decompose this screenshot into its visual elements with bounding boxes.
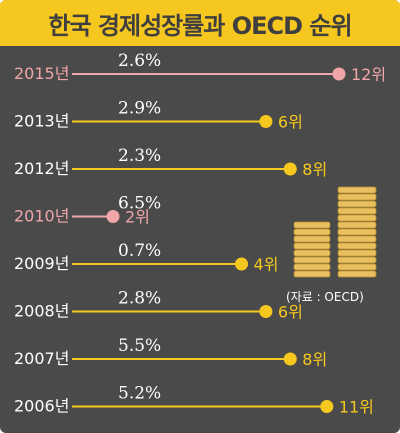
coin-icon — [337, 200, 377, 208]
coin-icon — [337, 186, 377, 194]
value-label: 2.8% — [118, 289, 161, 309]
value-label: 0.7% — [118, 241, 161, 261]
rank-dot — [283, 162, 297, 176]
rank-label: 6위 — [278, 113, 303, 132]
coin-icon — [293, 235, 331, 243]
coin-icon — [293, 228, 331, 236]
value-label: 2.6% — [118, 51, 161, 71]
coin-icon — [337, 256, 377, 264]
chart-row: 2007년 5.5% 8위 — [14, 336, 327, 369]
chart-row: 2013년 2.9% 6위 — [14, 99, 303, 132]
year-label: 2013년 — [14, 112, 69, 131]
coin-icon — [293, 221, 331, 229]
coin-icon — [337, 270, 377, 278]
rank-dot — [332, 67, 346, 81]
rank-label: 8위 — [302, 350, 327, 369]
year-label: 2012년 — [14, 159, 69, 178]
rank-dot — [320, 400, 334, 413]
coin-icon — [293, 249, 331, 257]
year-label: 2006년 — [14, 397, 69, 416]
rank-label: 6위 — [278, 303, 303, 322]
rank-dot — [283, 352, 297, 366]
coin-icon — [337, 242, 377, 250]
chart-row: 2015년 2.6% 12위 — [14, 51, 386, 84]
rank-label: 8위 — [302, 160, 327, 179]
rank-dot — [235, 257, 249, 271]
coin-icon — [337, 249, 377, 257]
chart-header: 한국 경제성장률과 OECD 순위 — [0, 0, 400, 46]
rank-label: 12위 — [351, 65, 386, 84]
coin-icon — [337, 214, 377, 222]
value-label: 2.3% — [118, 146, 161, 166]
coin-icon — [293, 263, 331, 271]
coin-icon — [337, 207, 377, 215]
coin-stack-icon — [293, 186, 377, 278]
rank-label: 2위 — [125, 208, 150, 227]
chart-row: 2008년 2.8% 6위 — [14, 289, 303, 322]
chart-row: 2009년 0.7% 4위 — [14, 241, 278, 274]
chart-row: 2006년 5.2% 11위 — [14, 384, 374, 417]
year-label: 2009년 — [14, 254, 69, 273]
chart-rows: 2015년 2.6% 12위 2013년 2.9% 6위 2012년 2.3% 8위 2010년 6… — [14, 51, 386, 417]
source-note: (자료 : OECD) — [286, 290, 364, 304]
chart-row: 2010년 6.5%2위 — [14, 194, 161, 227]
rank-label: 11위 — [339, 398, 374, 417]
coin-icon — [337, 235, 377, 243]
year-label: 2007년 — [14, 349, 69, 368]
coin-icon — [337, 193, 377, 201]
coin-icon — [337, 221, 377, 229]
value-label: 2.9% — [118, 99, 161, 119]
coin-icon — [293, 242, 331, 250]
year-label: 2015년 — [14, 64, 69, 83]
chart-title: 한국 경제성장률과 OECD 순위 — [48, 11, 352, 40]
coin-icon — [337, 228, 377, 236]
rank-dot — [259, 115, 273, 128]
rank-label: 4위 — [254, 255, 279, 274]
year-label: 2010년 — [14, 207, 69, 226]
rank-dot — [259, 305, 273, 318]
rank-dot — [106, 210, 120, 223]
value-label: 5.2% — [118, 384, 161, 404]
value-label: 5.5% — [118, 336, 161, 356]
coin-icon — [293, 256, 331, 264]
coin-icon — [293, 270, 331, 278]
chart-row: 2012년 2.3% 8위 — [14, 146, 327, 179]
coin-icon — [337, 263, 377, 271]
year-label: 2008년 — [14, 302, 69, 321]
chart-plot: 2015년 2.6% 12위 2013년 2.9% 6위 2012년 2.3% 8위 2010년 6… — [14, 51, 386, 417]
value-label: 6.5% — [118, 194, 161, 214]
